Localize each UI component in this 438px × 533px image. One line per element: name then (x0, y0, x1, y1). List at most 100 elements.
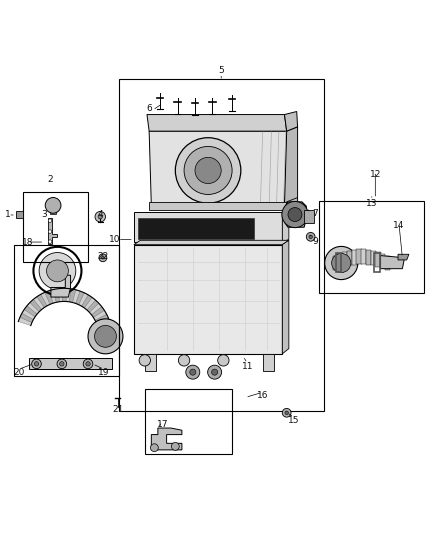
Circle shape (34, 362, 39, 366)
Bar (347, 251, 352, 265)
Circle shape (208, 365, 222, 379)
Polygon shape (93, 310, 107, 320)
Bar (138, 217, 254, 239)
Polygon shape (96, 318, 110, 326)
Polygon shape (98, 327, 112, 333)
Bar (22, 192, 88, 262)
Polygon shape (287, 198, 297, 210)
Circle shape (150, 444, 158, 451)
Text: 2: 2 (48, 175, 53, 184)
Polygon shape (79, 293, 88, 306)
Polygon shape (87, 300, 99, 312)
Circle shape (45, 198, 61, 213)
Polygon shape (76, 291, 84, 305)
Bar (134, 245, 283, 354)
Circle shape (57, 359, 67, 369)
Circle shape (175, 138, 241, 203)
Text: 14: 14 (393, 221, 405, 230)
Polygon shape (27, 302, 39, 314)
Polygon shape (263, 354, 274, 372)
Text: 6: 6 (146, 104, 152, 113)
Polygon shape (69, 289, 76, 303)
Circle shape (306, 232, 315, 241)
Circle shape (95, 326, 117, 348)
Circle shape (99, 254, 107, 262)
Bar (361, 249, 366, 264)
Circle shape (212, 369, 218, 375)
Polygon shape (151, 428, 182, 450)
Bar (319, 201, 424, 293)
Circle shape (48, 219, 52, 222)
Polygon shape (149, 131, 287, 205)
Bar (380, 254, 385, 268)
Circle shape (325, 246, 358, 280)
Text: 19: 19 (98, 368, 110, 377)
Polygon shape (285, 202, 306, 227)
Text: 18: 18 (22, 238, 34, 247)
Bar (336, 253, 341, 272)
Bar (14, 245, 119, 376)
Bar (371, 251, 376, 265)
Polygon shape (53, 289, 60, 302)
Bar (337, 254, 343, 268)
Polygon shape (98, 322, 111, 329)
Circle shape (102, 256, 104, 259)
Bar (374, 253, 380, 272)
Text: 21: 21 (112, 405, 124, 414)
Polygon shape (58, 288, 63, 302)
Polygon shape (18, 317, 32, 326)
Circle shape (139, 354, 150, 366)
Circle shape (32, 359, 41, 369)
Polygon shape (45, 290, 53, 304)
Polygon shape (48, 219, 57, 244)
Circle shape (95, 212, 106, 222)
Bar (357, 249, 362, 264)
Polygon shape (49, 289, 57, 303)
Polygon shape (89, 303, 102, 315)
Circle shape (60, 362, 64, 366)
Circle shape (288, 207, 302, 222)
Polygon shape (20, 313, 33, 322)
Text: 15: 15 (288, 416, 300, 425)
Text: 17: 17 (156, 420, 168, 429)
Circle shape (178, 354, 190, 366)
Circle shape (332, 253, 351, 272)
Polygon shape (66, 288, 71, 302)
Bar (375, 252, 381, 266)
Polygon shape (22, 309, 35, 320)
Circle shape (48, 240, 52, 244)
Circle shape (83, 359, 93, 369)
Polygon shape (285, 127, 297, 205)
Circle shape (88, 319, 123, 354)
Bar (352, 249, 357, 264)
Bar (16, 212, 22, 219)
Bar (149, 202, 287, 210)
Polygon shape (285, 111, 297, 131)
Circle shape (309, 235, 312, 239)
Polygon shape (62, 288, 67, 302)
Text: 1: 1 (5, 211, 11, 220)
Polygon shape (92, 307, 104, 318)
Polygon shape (134, 240, 289, 245)
Circle shape (171, 442, 179, 450)
Polygon shape (95, 314, 109, 324)
Circle shape (195, 157, 221, 183)
Bar (385, 256, 390, 270)
Text: 11: 11 (242, 362, 253, 372)
Polygon shape (283, 210, 289, 242)
Circle shape (218, 354, 229, 366)
Bar (145, 389, 232, 454)
Circle shape (48, 230, 52, 233)
Polygon shape (30, 300, 42, 312)
Circle shape (184, 147, 232, 195)
Text: 16: 16 (257, 391, 268, 400)
Polygon shape (85, 297, 95, 310)
Text: 10: 10 (110, 235, 121, 244)
Text: 3: 3 (42, 209, 47, 219)
Polygon shape (51, 275, 71, 297)
Bar (366, 249, 371, 264)
Bar (119, 79, 324, 410)
Text: 7: 7 (312, 209, 318, 218)
Circle shape (186, 365, 200, 379)
Text: 20: 20 (13, 368, 25, 377)
